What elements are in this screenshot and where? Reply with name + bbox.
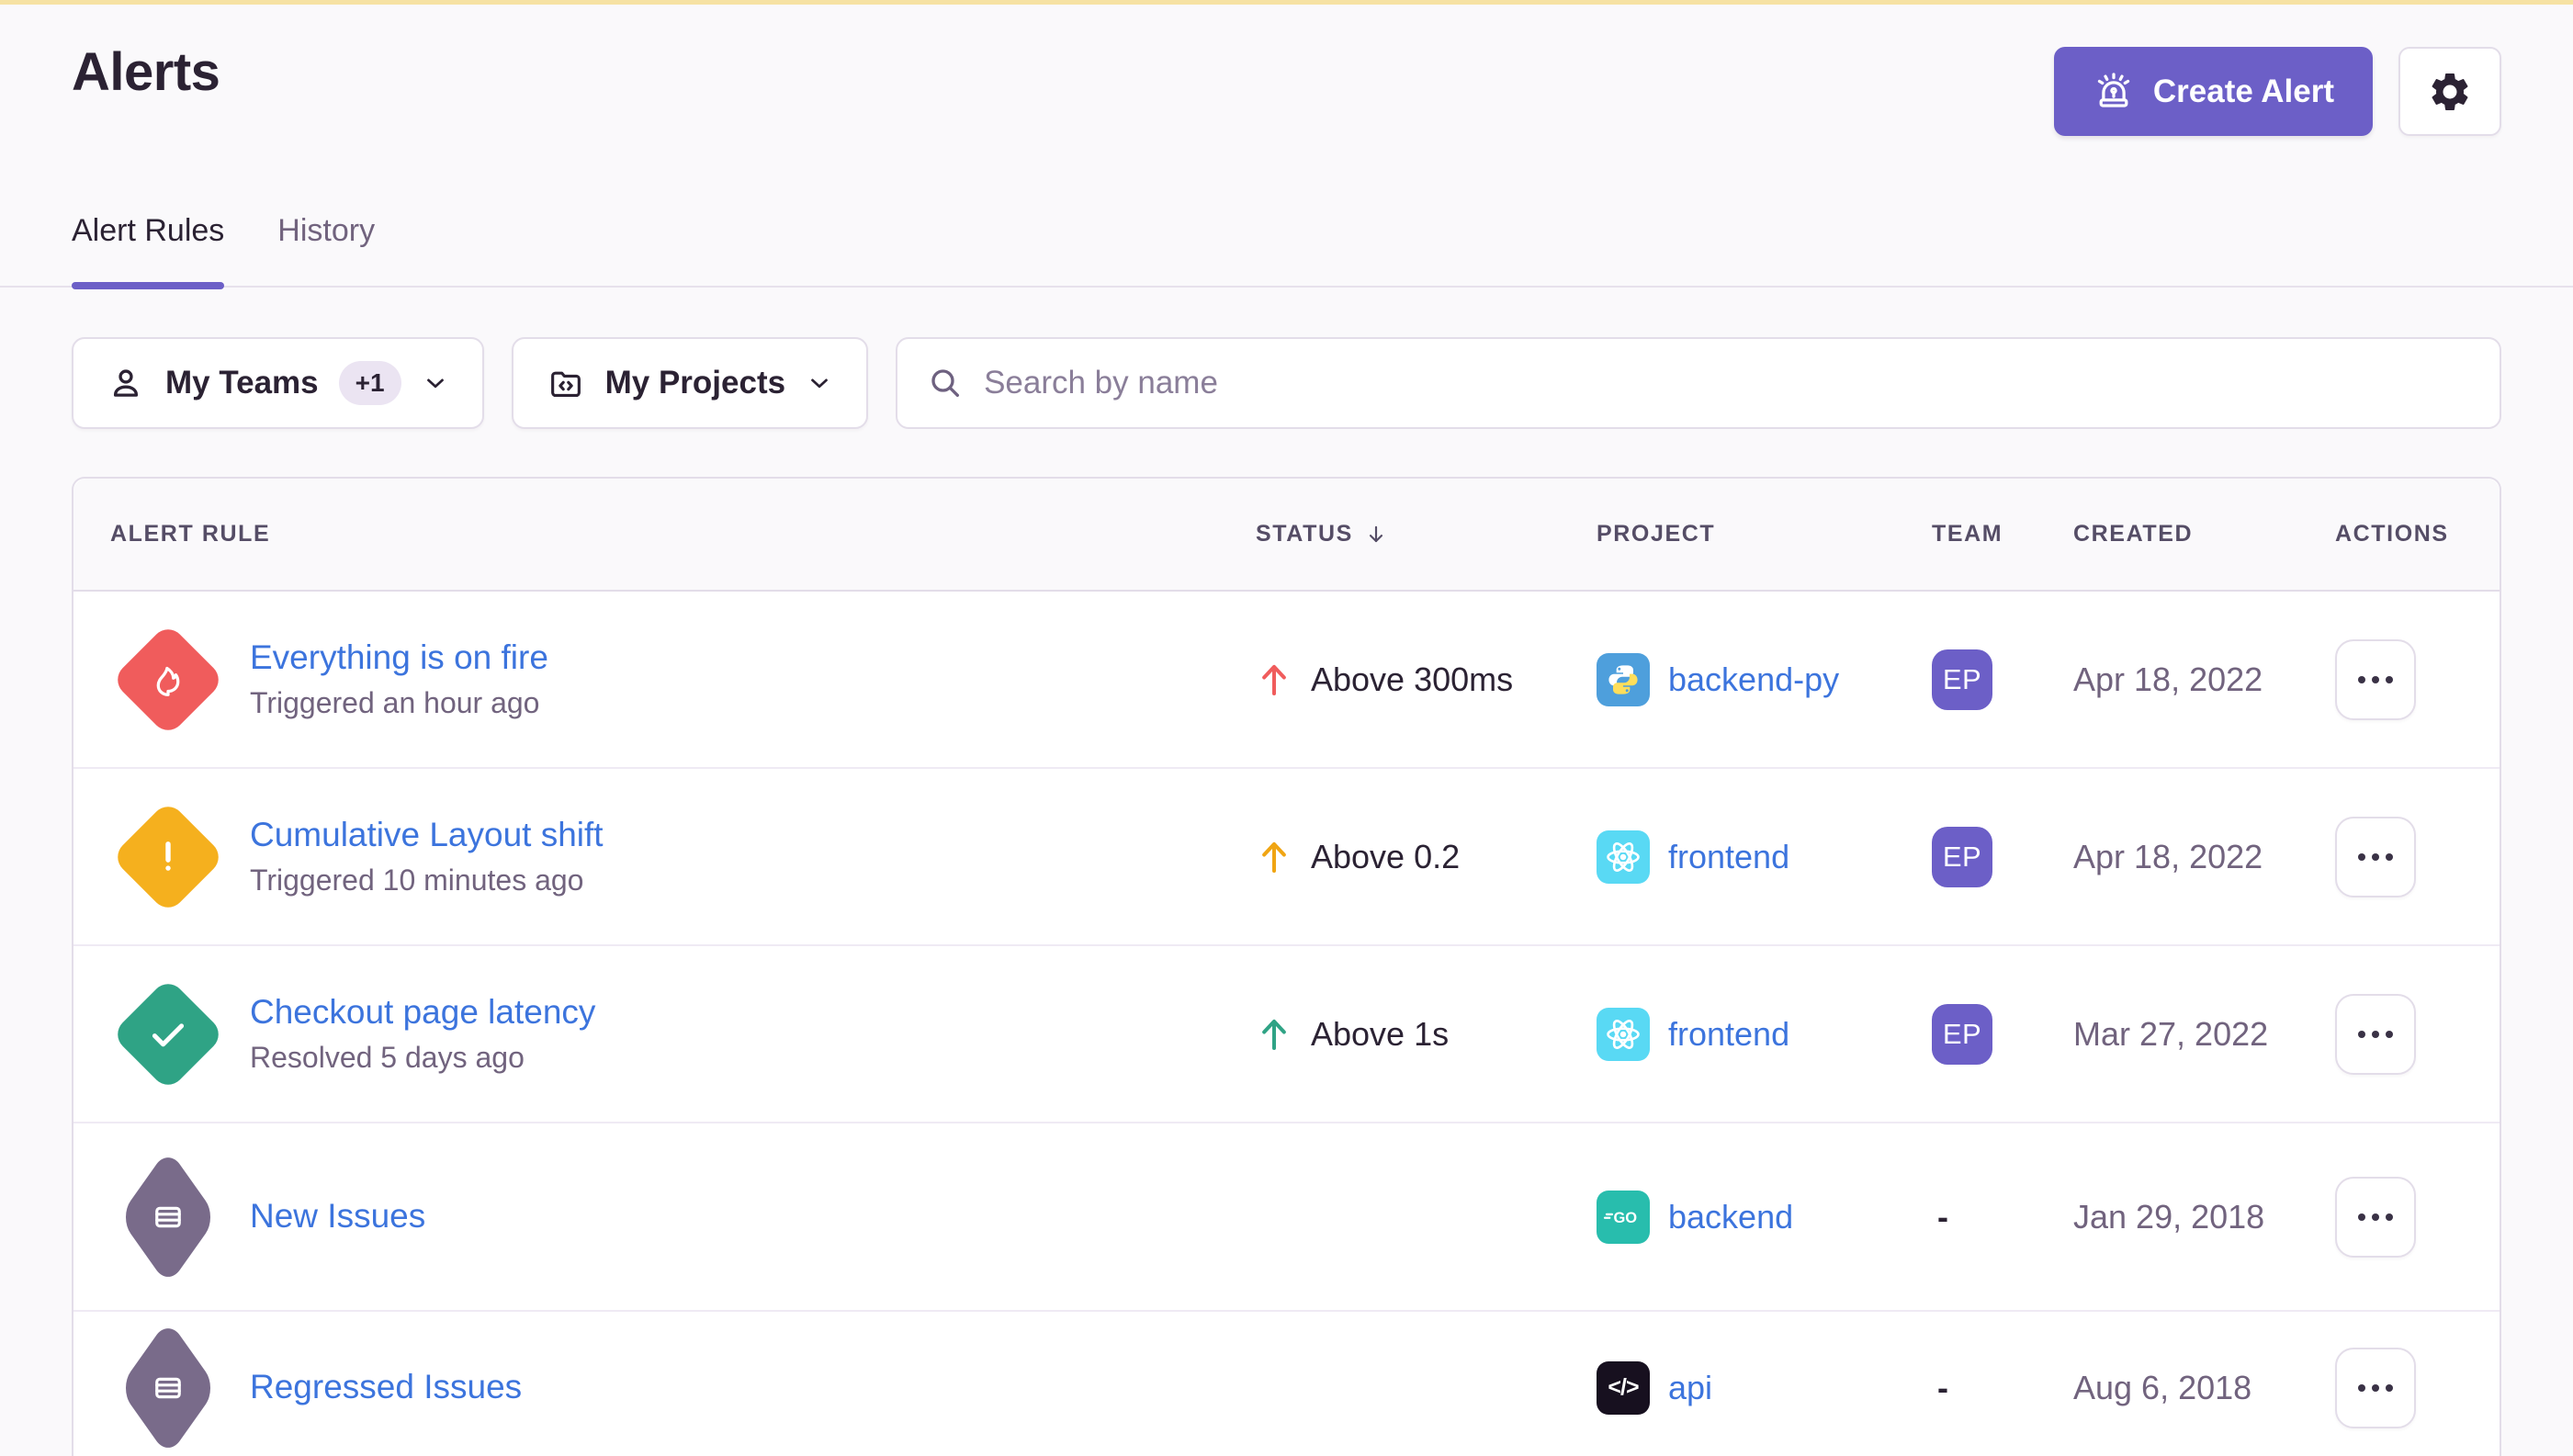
- row-actions-button[interactable]: [2335, 1176, 2416, 1258]
- table-header-row: Alert Rule Status Project Team Created A…: [73, 479, 2500, 592]
- team-avatar-badge: EP: [1932, 649, 1992, 710]
- team-none-dash: -: [1937, 1197, 1948, 1236]
- filter-bar: My Teams +1 My Projects: [72, 337, 2501, 429]
- create-alert-label: Create Alert: [2152, 73, 2334, 109]
- created-date: Aug 6, 2018: [2073, 1368, 2252, 1406]
- alert-rule-subtitle: Resolved 5 days ago: [250, 1040, 525, 1074]
- row-actions-button[interactable]: [2335, 816, 2416, 897]
- issues-stack-icon: [110, 1315, 226, 1456]
- critical-alert-diamond-icon: [110, 606, 226, 753]
- row-actions-button[interactable]: [2335, 1347, 2416, 1428]
- team-avatar-badge: EP: [1932, 826, 1992, 887]
- teams-filter-label: My Teams: [165, 365, 319, 401]
- project-link[interactable]: api: [1668, 1368, 1713, 1406]
- table-row: New Issues GO: [73, 1123, 2500, 1312]
- exclamation-icon: [110, 784, 226, 931]
- project-link[interactable]: frontend: [1668, 837, 1790, 875]
- alert-rule-subtitle: Triggered 10 minutes ago: [250, 863, 584, 897]
- search-input[interactable]: [984, 365, 2470, 401]
- row-actions-button[interactable]: [2335, 638, 2416, 720]
- created-date: Apr 18, 2022: [2073, 837, 2263, 875]
- team-none-dash: -: [1937, 1368, 1948, 1406]
- tab-history[interactable]: History: [277, 213, 376, 248]
- page-header: Alerts Create Alert: [72, 5, 2501, 136]
- react-platform-icon: [1597, 830, 1650, 884]
- ellipsis-icon: [2357, 1213, 2394, 1222]
- python-platform-icon: [1597, 652, 1650, 706]
- column-header-actions: Actions: [2335, 521, 2449, 547]
- alert-rule-link[interactable]: Regressed Issues: [250, 1368, 523, 1406]
- ellipsis-icon: [2357, 1030, 2394, 1039]
- ellipsis-icon: [2357, 1383, 2394, 1393]
- project-link[interactable]: backend: [1668, 1197, 1794, 1236]
- page-title: Alerts: [72, 42, 220, 102]
- teams-filter-dropdown[interactable]: My Teams +1: [72, 337, 484, 429]
- chevron-down-icon: [422, 369, 449, 397]
- arrow-up-icon: [1256, 660, 1292, 700]
- table-row: Everything is on fire Triggered an hour …: [73, 592, 2500, 769]
- column-header-project: Project: [1597, 521, 1716, 547]
- status-threshold-text: Above 1s: [1311, 1014, 1450, 1053]
- check-icon: [110, 961, 226, 1108]
- sort-descending-icon: [1364, 521, 1388, 548]
- user-icon: [107, 364, 145, 402]
- project-folder-code-icon: [547, 364, 585, 402]
- alert-rule-link[interactable]: New Issues: [250, 1197, 426, 1236]
- projects-filter-dropdown[interactable]: My Projects: [511, 337, 869, 429]
- code-platform-icon: </>: [1597, 1360, 1650, 1415]
- search-icon: [927, 365, 964, 401]
- alert-rule-link[interactable]: Checkout page latency: [250, 993, 596, 1032]
- created-date: Mar 27, 2022: [2073, 1014, 2269, 1053]
- go-platform-icon: GO: [1597, 1190, 1650, 1244]
- issue-alert-diamond-icon: [110, 1315, 226, 1456]
- top-banner-strip: [0, 0, 2573, 5]
- alert-rule-link[interactable]: Cumulative Layout shift: [250, 816, 604, 854]
- created-date: Jan 29, 2018: [2073, 1197, 2265, 1236]
- alert-rules-table: Alert Rule Status Project Team Created A…: [72, 477, 2501, 1456]
- team-avatar-badge: EP: [1932, 1003, 1992, 1065]
- column-header-alert-rule: Alert Rule: [110, 521, 271, 547]
- projects-filter-label: My Projects: [604, 365, 786, 401]
- column-header-status[interactable]: Status: [1208, 521, 1562, 548]
- issue-alert-diamond-icon: [110, 1144, 226, 1291]
- header-actions: Create Alert: [2053, 47, 2501, 136]
- arrow-up-icon: [1256, 1014, 1292, 1055]
- svg-text:GO: GO: [1613, 1210, 1637, 1226]
- column-header-created: Created: [2073, 521, 2194, 547]
- table-row: Checkout page latency Resolved 5 days ag…: [73, 946, 2500, 1123]
- status-threshold-text: Above 0.2: [1311, 837, 1461, 875]
- project-link[interactable]: frontend: [1668, 1014, 1790, 1053]
- tab-alert-rules[interactable]: Alert Rules: [72, 213, 225, 289]
- fire-icon: [110, 606, 226, 753]
- search-field: [896, 337, 2501, 429]
- tabs-bar: Alert Rules History: [0, 213, 2573, 289]
- react-platform-icon: [1597, 1007, 1650, 1061]
- alert-rule-link[interactable]: Everything is on fire: [250, 638, 548, 677]
- ellipsis-icon: [2357, 675, 2394, 684]
- table-row: Cumulative Layout shift Triggered 10 min…: [73, 769, 2500, 946]
- ellipsis-icon: [2357, 852, 2394, 862]
- warning-alert-diamond-icon: [110, 784, 226, 931]
- table-row: Regressed Issues </> api: [73, 1312, 2500, 1456]
- status-threshold-text: Above 300ms: [1311, 660, 1514, 698]
- arrow-up-icon: [1256, 837, 1292, 877]
- issues-stack-icon: [110, 1144, 226, 1291]
- create-alert-button[interactable]: Create Alert: [2053, 47, 2373, 136]
- created-date: Apr 18, 2022: [2073, 660, 2263, 698]
- row-actions-button[interactable]: [2335, 993, 2416, 1075]
- siren-icon: [2093, 71, 2135, 113]
- column-header-team: Team: [1932, 521, 2003, 547]
- alert-settings-button[interactable]: [2398, 47, 2501, 136]
- alert-rule-subtitle: Triggered an hour ago: [250, 685, 540, 719]
- teams-extra-count-badge: +1: [338, 361, 401, 405]
- gear-icon: [2427, 69, 2473, 115]
- chevron-down-icon: [806, 369, 833, 397]
- resolved-alert-diamond-icon: [110, 961, 226, 1108]
- project-link[interactable]: backend-py: [1668, 660, 1840, 698]
